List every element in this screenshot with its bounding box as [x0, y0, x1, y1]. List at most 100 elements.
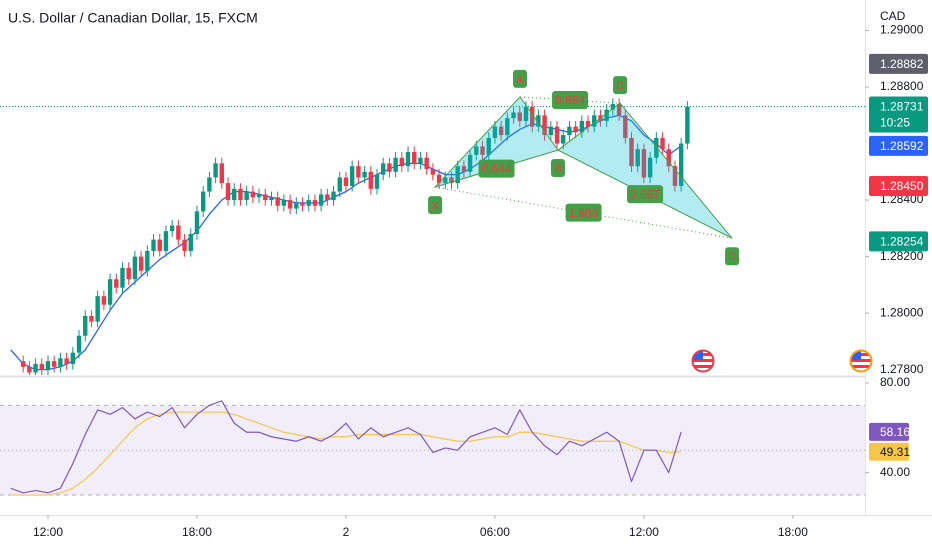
candle-body [256, 194, 262, 198]
candle-body [641, 149, 647, 178]
candle-body [70, 352, 76, 364]
candle-body [194, 211, 200, 234]
candle-body [480, 146, 485, 155]
indicator-badge-label: 58.16 [880, 425, 910, 439]
candle-body [474, 146, 479, 155]
ratio-label-box [552, 91, 589, 110]
ratio-label: 0.894 [555, 93, 585, 107]
candle-body [163, 231, 169, 251]
candle-body [623, 115, 628, 138]
candle-body [263, 194, 268, 201]
point-label-box [513, 69, 528, 88]
ratio-label: 1.603 [569, 206, 599, 220]
candle-body [486, 137, 491, 155]
x-tick-label: 12:00 [629, 525, 659, 539]
price-badge [869, 96, 928, 133]
candle-body [523, 106, 529, 121]
candle-body [331, 191, 336, 201]
candle-body [573, 126, 578, 133]
point-label-box [725, 247, 740, 266]
candle-body [219, 163, 225, 184]
candle-body [126, 267, 131, 280]
candle-body [660, 137, 665, 150]
candle-body [244, 191, 249, 201]
x-tick-label: 18:00 [182, 525, 212, 539]
candle-body [517, 112, 522, 121]
chart-title: U.S. Dollar / Canadian Dollar, 15, FXCM [8, 10, 258, 26]
price-badge-label: 1.28731 [880, 100, 924, 114]
event-icon[interactable] [849, 349, 873, 373]
candle-body [492, 126, 498, 138]
candle-body [381, 163, 386, 175]
point-label-box [428, 196, 443, 215]
price-badge-label: 1.28450 [880, 179, 924, 193]
candle-body [33, 363, 38, 373]
candle-body [418, 157, 423, 164]
rsi-line [10, 411, 682, 496]
candle-body [95, 296, 100, 322]
event-icon[interactable] [691, 349, 715, 373]
candle-body [561, 135, 566, 144]
candle-body [58, 358, 63, 367]
candle-body [374, 174, 380, 189]
price-badge-label: 1.28882 [880, 57, 924, 71]
candle-body [629, 137, 634, 167]
countdown-label: 10:25 [880, 116, 910, 130]
price-badge-label: 1.28592 [880, 139, 924, 153]
candle-body [548, 126, 554, 136]
candle-body [529, 106, 535, 127]
candle-body [356, 166, 361, 178]
candle-body [132, 256, 138, 280]
candle-body [207, 177, 212, 192]
candle-body [188, 233, 193, 251]
candle-body [405, 152, 411, 167]
y-tick-label: 1.29000 [880, 23, 924, 37]
candle-body [300, 202, 305, 206]
ratio-label-box [565, 203, 602, 222]
x-tick-label: 06:00 [480, 525, 510, 539]
candle-body [157, 239, 162, 251]
candle-body [89, 315, 94, 322]
candle-body [424, 157, 429, 169]
candle-body [76, 335, 82, 353]
candle-body [592, 115, 597, 127]
rsi-line [10, 400, 682, 494]
point-label: C [616, 80, 624, 92]
candle-body [449, 177, 454, 184]
candle-body [52, 361, 57, 367]
y-tick-label: 1.28000 [880, 305, 924, 319]
candle-body [337, 177, 342, 192]
indicator-badge [869, 442, 909, 461]
candle-body [393, 157, 398, 172]
candle-body [169, 225, 175, 232]
pattern-ratio-line [557, 149, 733, 239]
candle-body [182, 239, 187, 251]
price-badge [869, 53, 928, 74]
point-label-box [551, 159, 566, 178]
indicator-badge-label: 49.31 [880, 445, 910, 459]
ratio-label-box [627, 185, 664, 204]
candle-body [666, 149, 671, 167]
candle-body [542, 115, 547, 136]
candle-body [213, 163, 218, 178]
candle-body [151, 239, 156, 251]
candle-body [585, 120, 591, 127]
candle-body [27, 366, 32, 373]
candle-body [138, 256, 144, 271]
price-badge [869, 135, 928, 156]
currency-label: CAD [880, 9, 906, 23]
candle-body [107, 279, 113, 305]
x-tick-label: 12:00 [33, 525, 63, 539]
candle-body [101, 296, 107, 305]
candle-body [554, 126, 560, 144]
candle-body [579, 120, 585, 133]
candle-body [635, 149, 640, 167]
candle-body [678, 143, 684, 186]
candle-body [120, 267, 125, 288]
candle-body [455, 166, 460, 184]
candle-body [145, 250, 150, 271]
candle-body [176, 225, 181, 240]
candle-body [536, 115, 541, 127]
